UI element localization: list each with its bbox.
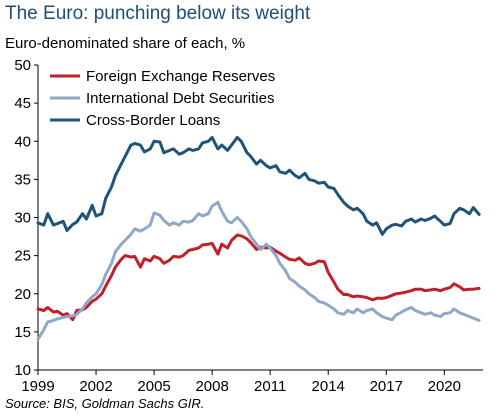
y-tick-label: 20 bbox=[14, 286, 31, 303]
x-tick-label: 1999 bbox=[21, 378, 54, 395]
y-tick-label: 40 bbox=[14, 133, 31, 150]
y-tick-label: 50 bbox=[14, 57, 31, 74]
y-tick-label: 15 bbox=[14, 324, 31, 341]
chart-subtitle: Euro-denominated share of each, % bbox=[5, 35, 246, 52]
y-tick-label: 25 bbox=[14, 248, 31, 265]
x-tick-label: 2017 bbox=[370, 378, 403, 395]
x-tick-label: 2002 bbox=[79, 378, 112, 395]
x-tick-label: 2020 bbox=[428, 378, 461, 395]
y-tick-label: 10 bbox=[14, 362, 31, 379]
series-line-cross-border-loans bbox=[36, 135, 481, 236]
x-tick-label: 2014 bbox=[312, 378, 345, 395]
legend-label: International Debt Securities bbox=[86, 90, 274, 107]
y-tick-label: 35 bbox=[14, 171, 31, 188]
y-tick-label: 30 bbox=[14, 210, 31, 227]
y-tick-label: 45 bbox=[14, 95, 31, 112]
x-tick-label: 2008 bbox=[195, 378, 228, 395]
chart-title: The Euro: punching below its weight bbox=[5, 3, 311, 24]
chart-source: Source: BIS, Goldman Sachs GIR. bbox=[5, 396, 205, 411]
x-tick-label: 2011 bbox=[254, 378, 286, 395]
legend-label: Cross-Border Loans bbox=[86, 112, 220, 129]
x-tick-label: 2005 bbox=[137, 378, 170, 395]
legend-label: Foreign Exchange Reserves bbox=[86, 68, 275, 85]
series-line-international-debt-securities bbox=[36, 200, 481, 341]
